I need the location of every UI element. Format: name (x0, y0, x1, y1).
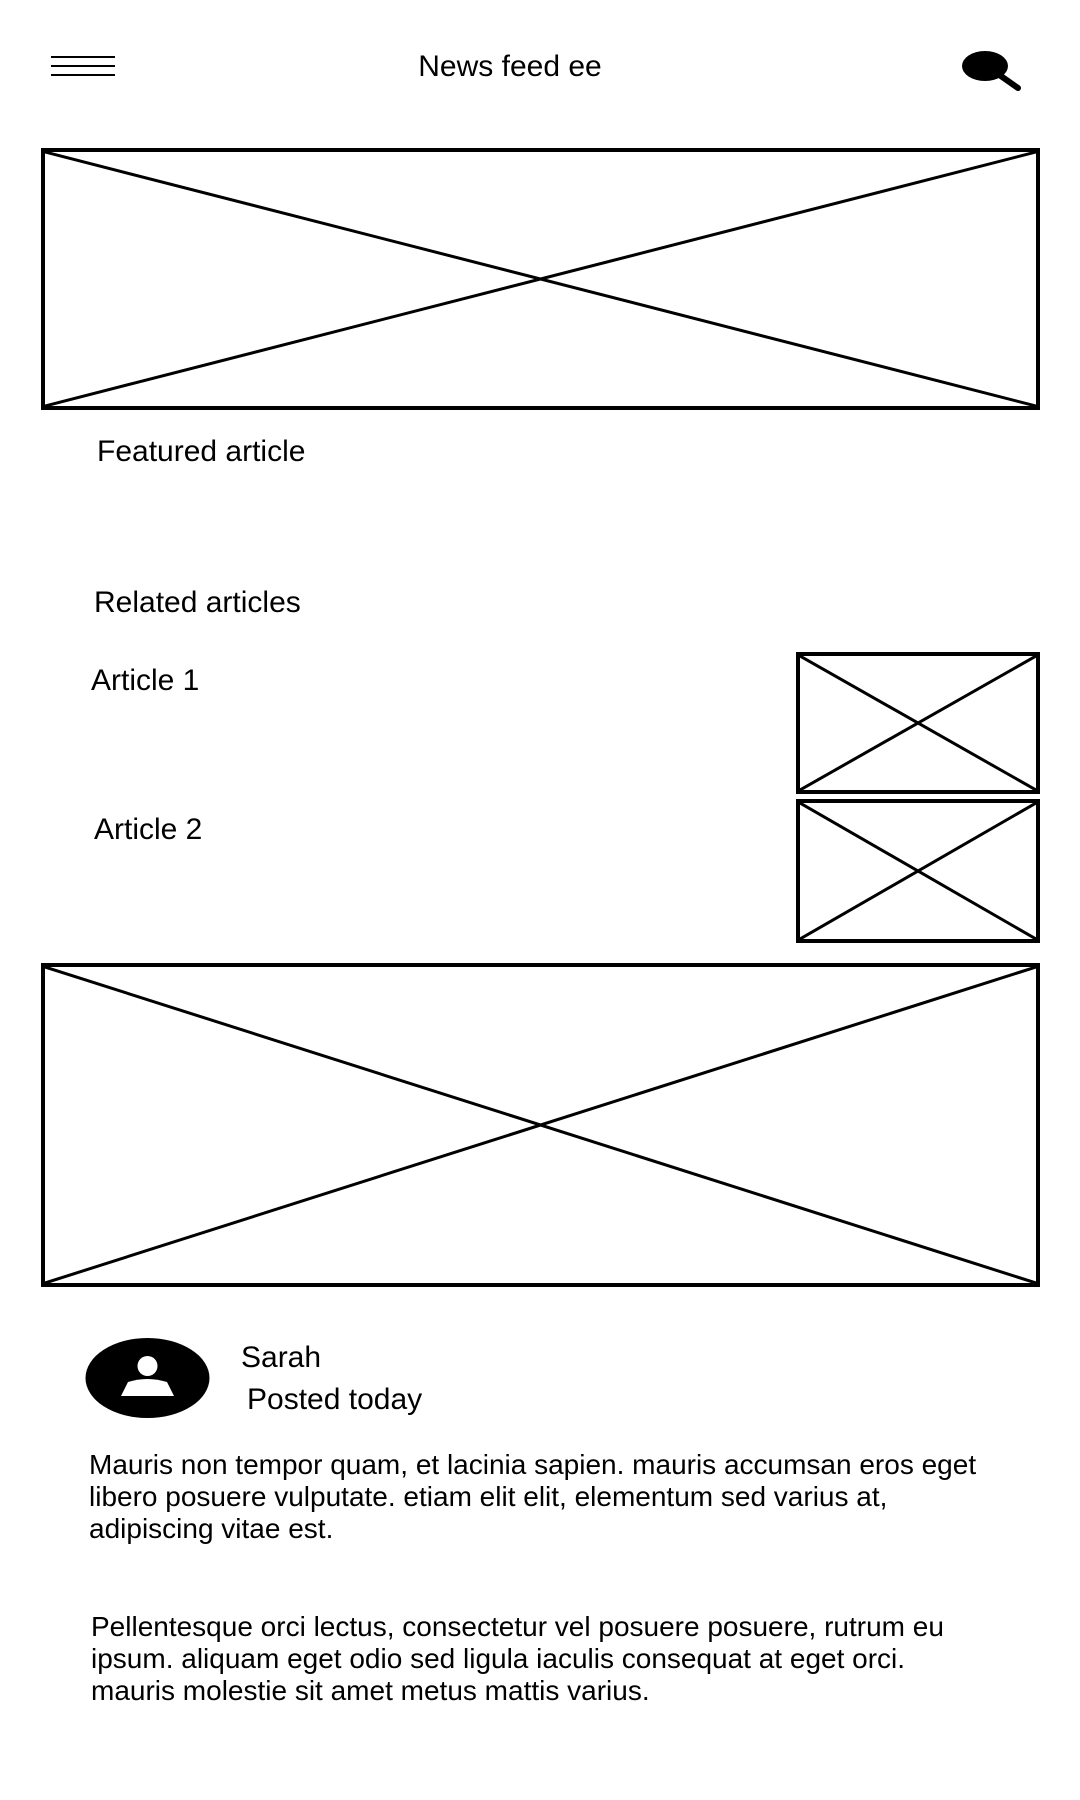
hamburger-line (51, 74, 115, 76)
post-timestamp: Posted today (247, 1383, 423, 1416)
related-articles-heading: Related articles (94, 586, 301, 619)
page-title: News feed ee (418, 50, 602, 83)
user-avatar-icon (85, 1338, 210, 1418)
hamburger-line (51, 56, 115, 58)
post-image[interactable] (41, 963, 1040, 1287)
author-avatar[interactable] (85, 1338, 210, 1418)
menu-button[interactable] (51, 56, 115, 86)
post-paragraph: Pellentesque orci lectus, consectetur ve… (91, 1611, 944, 1706)
featured-article-link[interactable]: Featured article (97, 435, 306, 468)
hamburger-line (51, 65, 115, 67)
search-button[interactable] (960, 48, 1022, 92)
article-1-thumbnail[interactable] (796, 652, 1040, 794)
post-paragraph: Mauris non tempor quam, et lacinia sapie… (89, 1449, 977, 1544)
featured-image[interactable] (41, 148, 1040, 410)
article-2-thumbnail[interactable] (796, 799, 1040, 943)
article-2-link[interactable]: Article 2 (94, 813, 203, 846)
author-name[interactable]: Sarah (241, 1341, 322, 1374)
image-placeholder-icon (45, 967, 1036, 1283)
image-placeholder-icon (800, 803, 1036, 939)
article-1-link[interactable]: Article 1 (91, 664, 200, 697)
search-icon (962, 51, 1021, 91)
image-placeholder-icon (45, 152, 1036, 406)
image-placeholder-icon (800, 656, 1036, 790)
